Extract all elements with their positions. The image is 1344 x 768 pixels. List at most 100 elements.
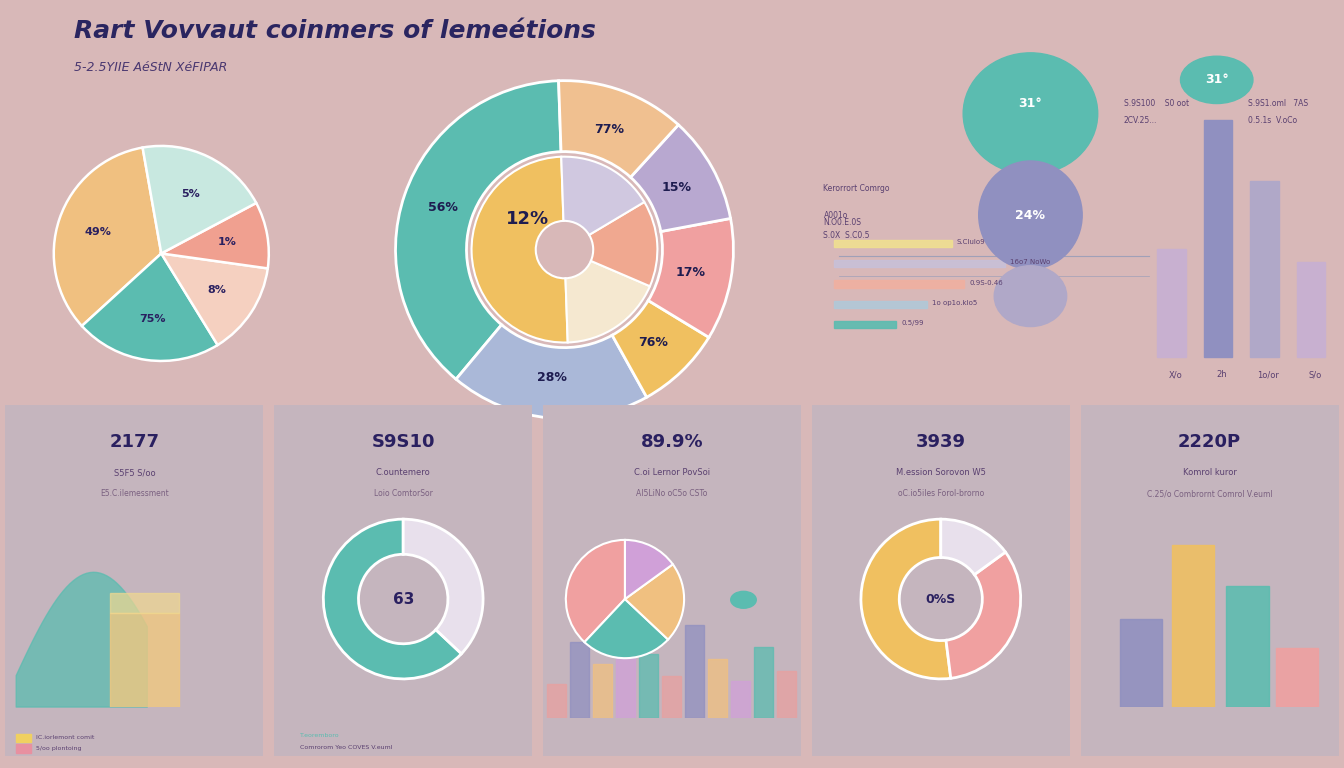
Text: 12%: 12% xyxy=(505,210,548,228)
Text: 31°: 31° xyxy=(1204,74,1228,86)
Bar xyxy=(16,744,31,753)
Bar xyxy=(1275,648,1318,707)
Text: 5%: 5% xyxy=(181,188,200,198)
Text: E5.C.ilemessment: E5.C.ilemessment xyxy=(99,489,169,498)
Wedge shape xyxy=(941,519,1005,574)
Text: Komrol kuror: Komrol kuror xyxy=(1183,468,1236,477)
Text: 77%: 77% xyxy=(594,123,624,136)
Text: S.0X  S.C0.5: S.0X S.C0.5 xyxy=(824,231,870,240)
Bar xyxy=(684,625,704,718)
Text: 2CV.25...: 2CV.25... xyxy=(1124,116,1157,125)
Text: 3939: 3939 xyxy=(915,433,966,451)
Ellipse shape xyxy=(995,266,1067,326)
Text: 49%: 49% xyxy=(85,227,112,237)
Text: 1o/or: 1o/or xyxy=(1258,370,1279,379)
Text: 17%: 17% xyxy=(676,266,706,279)
Text: 15%: 15% xyxy=(661,180,692,194)
Bar xyxy=(661,676,681,718)
Wedge shape xyxy=(472,157,567,343)
Circle shape xyxy=(1180,56,1253,104)
Bar xyxy=(593,664,612,718)
Bar xyxy=(110,593,179,613)
Wedge shape xyxy=(946,552,1020,678)
Wedge shape xyxy=(625,564,684,640)
Text: 63: 63 xyxy=(392,591,414,607)
Text: Al5LiNo oC5o CSTo: Al5LiNo oC5o CSTo xyxy=(636,489,708,498)
Wedge shape xyxy=(612,300,708,397)
Bar xyxy=(616,617,634,718)
Text: 2h: 2h xyxy=(1216,370,1227,379)
Bar xyxy=(16,733,31,743)
Text: T.eoremboro: T.eoremboro xyxy=(300,733,340,738)
Bar xyxy=(1226,586,1269,707)
Text: C.ountemero: C.ountemero xyxy=(376,468,430,477)
Text: 8%: 8% xyxy=(207,285,227,295)
Bar xyxy=(731,681,750,718)
Wedge shape xyxy=(862,519,950,679)
Text: 31°: 31° xyxy=(1019,97,1043,110)
Bar xyxy=(777,670,796,718)
Bar xyxy=(1250,181,1279,357)
Text: 5-2.5YIIE AéStN XéFIPAR: 5-2.5YIIE AéStN XéFIPAR xyxy=(74,61,227,74)
Bar xyxy=(708,659,727,718)
Text: S9S10: S9S10 xyxy=(371,433,435,451)
Text: C.oi Lernor PovSoi: C.oi Lernor PovSoi xyxy=(634,468,710,477)
Text: 2220P: 2220P xyxy=(1179,433,1241,451)
Bar xyxy=(833,321,896,328)
Ellipse shape xyxy=(978,161,1082,269)
Bar xyxy=(1204,121,1232,357)
Bar xyxy=(1157,249,1185,357)
Text: N.O0.E.0S: N.O0.E.0S xyxy=(824,218,862,227)
Wedge shape xyxy=(403,519,482,654)
Wedge shape xyxy=(324,519,461,679)
Wedge shape xyxy=(395,81,560,379)
Wedge shape xyxy=(82,253,218,361)
Text: 76%: 76% xyxy=(638,336,668,349)
Text: 5/oo plontoing: 5/oo plontoing xyxy=(36,746,82,751)
Ellipse shape xyxy=(964,53,1098,174)
Bar xyxy=(638,654,659,718)
Text: S/o: S/o xyxy=(1309,370,1321,379)
Text: S5F5 S/oo: S5F5 S/oo xyxy=(114,468,155,477)
Text: M.ession Sorovon W5: M.ession Sorovon W5 xyxy=(896,468,985,477)
Bar xyxy=(570,642,589,718)
Text: S.Clulo9: S.Clulo9 xyxy=(957,239,985,245)
Text: S.9S1.oml   7AS: S.9S1.oml 7AS xyxy=(1247,99,1308,108)
Wedge shape xyxy=(648,218,734,337)
Bar xyxy=(547,684,566,718)
Wedge shape xyxy=(630,124,731,231)
Wedge shape xyxy=(54,147,161,326)
Bar xyxy=(833,240,952,247)
Text: 89.9%: 89.9% xyxy=(641,433,703,451)
Text: 28%: 28% xyxy=(538,371,567,384)
Bar xyxy=(833,280,964,288)
Text: Rart Vovvaut coinmers of lemeétions: Rart Vovvaut coinmers of lemeétions xyxy=(74,19,595,43)
Text: oC.io5iles Forol-brorno: oC.io5iles Forol-brorno xyxy=(898,489,984,498)
Text: A001o: A001o xyxy=(824,210,848,220)
Text: 1%: 1% xyxy=(218,237,237,247)
Text: 24%: 24% xyxy=(1016,209,1046,221)
Wedge shape xyxy=(589,202,657,286)
Text: 56%: 56% xyxy=(429,201,458,214)
Wedge shape xyxy=(559,81,679,177)
Text: 2177: 2177 xyxy=(109,433,160,451)
Wedge shape xyxy=(585,599,668,658)
Bar xyxy=(110,613,179,707)
Wedge shape xyxy=(566,261,650,343)
Text: 0.5.1s  V.oCo: 0.5.1s V.oCo xyxy=(1247,116,1297,125)
Bar xyxy=(1297,263,1325,357)
Text: Kerorrort Comrgo: Kerorrort Comrgo xyxy=(824,184,890,193)
Text: Loio ComtorSor: Loio ComtorSor xyxy=(374,489,433,498)
Wedge shape xyxy=(625,540,673,599)
Bar xyxy=(1120,620,1163,707)
Text: X/o: X/o xyxy=(1168,370,1183,379)
Circle shape xyxy=(731,591,757,608)
Bar xyxy=(833,260,1004,267)
Wedge shape xyxy=(142,146,257,253)
Text: C.25/o Combrornt Comrol V.euml: C.25/o Combrornt Comrol V.euml xyxy=(1146,489,1273,498)
Text: Comrorom Yeo COVES V.euml: Comrorom Yeo COVES V.euml xyxy=(300,746,392,750)
Text: 75%: 75% xyxy=(138,314,165,324)
Wedge shape xyxy=(161,203,269,268)
Text: 16o7 NoWo: 16o7 NoWo xyxy=(1009,260,1050,266)
Wedge shape xyxy=(456,325,646,419)
